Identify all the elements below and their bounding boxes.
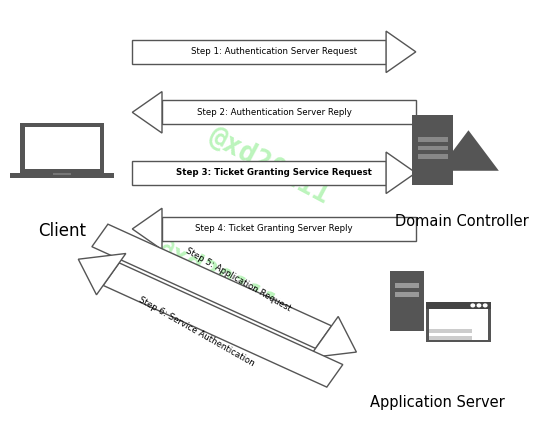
Text: Step 3: Ticket Granting Service Request: Step 3: Ticket Granting Service Request — [176, 168, 372, 177]
Text: Step 4: Ticket Granting Server Reply: Step 4: Ticket Granting Server Reply — [195, 225, 353, 233]
Bar — [21, 123, 104, 173]
Polygon shape — [92, 224, 332, 348]
Circle shape — [477, 304, 481, 307]
Bar — [395, 292, 419, 297]
Bar — [413, 115, 453, 185]
Bar — [25, 127, 100, 169]
Text: Client: Client — [38, 222, 86, 241]
Polygon shape — [438, 130, 499, 171]
Circle shape — [483, 304, 487, 307]
Circle shape — [471, 304, 475, 307]
Polygon shape — [162, 100, 416, 124]
Bar — [429, 329, 471, 334]
Polygon shape — [386, 152, 416, 194]
Bar — [395, 283, 419, 288]
Text: Step 6: Service Authentication: Step 6: Service Authentication — [137, 295, 256, 368]
Text: @xd20111: @xd20111 — [150, 233, 282, 320]
Text: Domain Controller: Domain Controller — [395, 214, 529, 229]
Polygon shape — [132, 92, 162, 133]
Bar — [10, 173, 114, 178]
Text: Step 5: Application Request: Step 5: Application Request — [184, 246, 293, 313]
Bar — [390, 271, 424, 330]
Polygon shape — [132, 161, 386, 185]
Polygon shape — [78, 254, 126, 295]
Polygon shape — [309, 317, 356, 358]
Bar — [426, 302, 491, 309]
Bar — [429, 336, 471, 340]
Text: Application Server: Application Server — [370, 395, 505, 410]
Text: Step 2: Authentication Server Reply: Step 2: Authentication Server Reply — [197, 108, 352, 117]
Bar — [429, 309, 488, 340]
Bar — [53, 173, 71, 175]
Polygon shape — [132, 208, 162, 250]
Polygon shape — [386, 31, 416, 73]
Bar — [418, 146, 448, 150]
Bar — [418, 154, 448, 159]
Polygon shape — [103, 263, 343, 387]
Bar — [426, 302, 491, 343]
Polygon shape — [162, 217, 416, 241]
Bar — [418, 137, 448, 142]
Text: Step 1: Authentication Server Request: Step 1: Authentication Server Request — [191, 48, 357, 56]
Text: @xd20111: @xd20111 — [204, 123, 336, 210]
Polygon shape — [132, 40, 386, 64]
